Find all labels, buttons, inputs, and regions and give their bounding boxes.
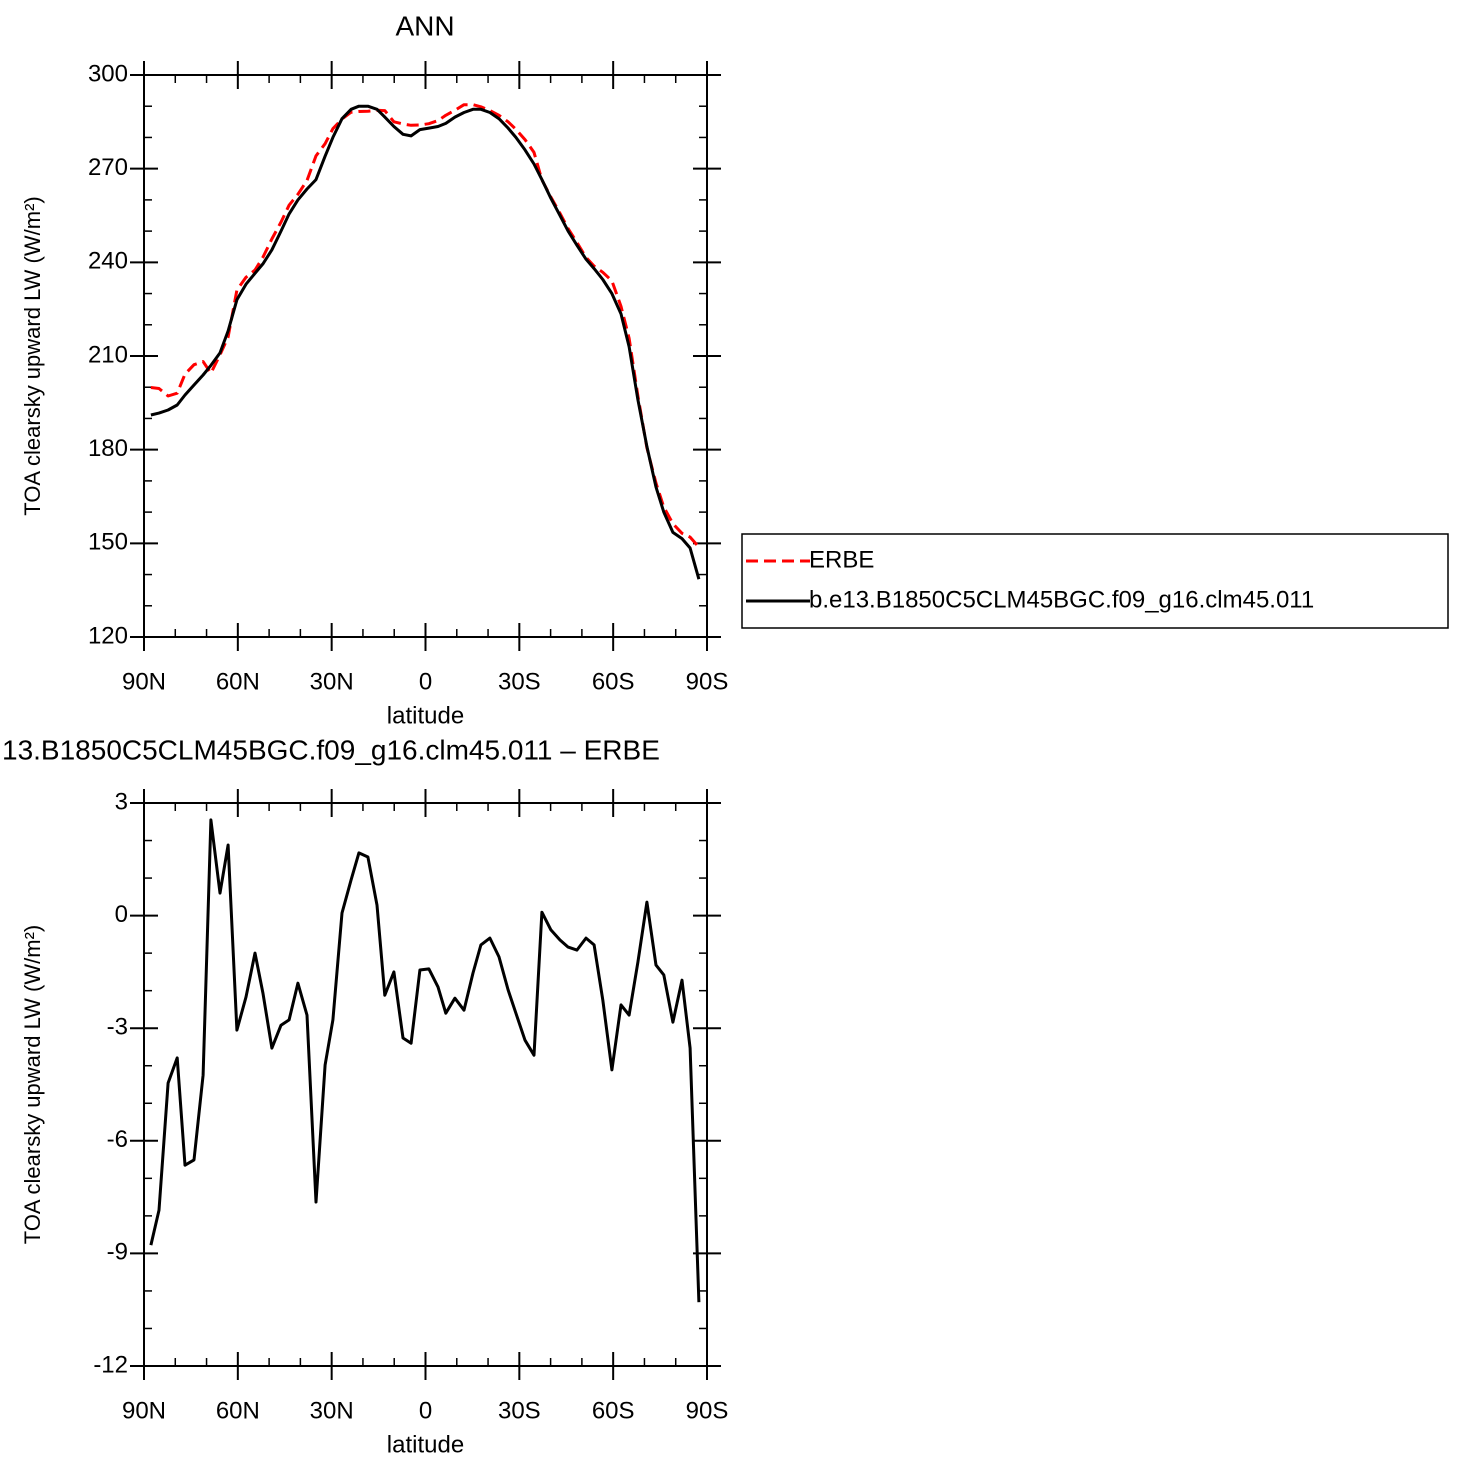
x-axis-label: latitude: [387, 1431, 464, 1458]
y-tick-label: 180: [88, 435, 128, 462]
y-tick-label: -3: [107, 1014, 128, 1041]
x-tick-label: 60S: [592, 1397, 635, 1424]
x-tick-label: 60N: [216, 668, 260, 695]
legend-label: b.e13.B1850C5CLM45BGC.f09_g16.clm45.011: [809, 586, 1314, 613]
chart-title: 13.B1850C5CLM45BGC.f09_g16.clm45.011 – E…: [2, 734, 660, 765]
x-tick-label: 90S: [686, 668, 729, 695]
x-tick-label: 0: [419, 668, 432, 695]
y-tick-label: 300: [88, 60, 128, 87]
y-axis-label: TOA clearsky upward LW (W/m²): [20, 196, 45, 515]
legend-box: [741, 533, 1449, 629]
legend-label: ERBE: [809, 546, 874, 573]
y-tick-label: 3: [115, 788, 128, 815]
x-tick-label: 0: [419, 1397, 432, 1424]
y-tick-label: 120: [88, 622, 128, 649]
x-axis-label: latitude: [387, 702, 464, 729]
x-tick-label: 30S: [498, 668, 541, 695]
x-tick-label: 60S: [592, 668, 635, 695]
y-tick-label: -6: [107, 1126, 128, 1153]
data-line: [150, 104, 701, 580]
x-tick-label: 90N: [122, 1397, 166, 1424]
y-tick-label: -9: [107, 1239, 128, 1266]
data-line: [150, 103, 701, 549]
y-tick-label: 0: [115, 901, 128, 928]
x-tick-label: 30N: [310, 668, 354, 695]
plot-frame: [143, 802, 708, 1367]
chart-title: ANN: [395, 10, 454, 41]
x-tick-label: 30S: [498, 1397, 541, 1424]
y-tick-label: 240: [88, 248, 128, 275]
y-tick-label: 270: [88, 154, 128, 181]
y-axis-label: TOA clearsky upward LW (W/m²): [20, 925, 45, 1244]
plot-frame: [143, 74, 708, 638]
y-tick-label: -12: [93, 1351, 128, 1378]
x-tick-label: 30N: [310, 1397, 354, 1424]
data-line: [149, 818, 701, 1303]
x-tick-label: 60N: [216, 1397, 260, 1424]
y-tick-label: 210: [88, 341, 128, 368]
y-tick-label: 150: [88, 529, 128, 556]
x-tick-label: 90N: [122, 668, 166, 695]
x-tick-label: 90S: [686, 1397, 729, 1424]
